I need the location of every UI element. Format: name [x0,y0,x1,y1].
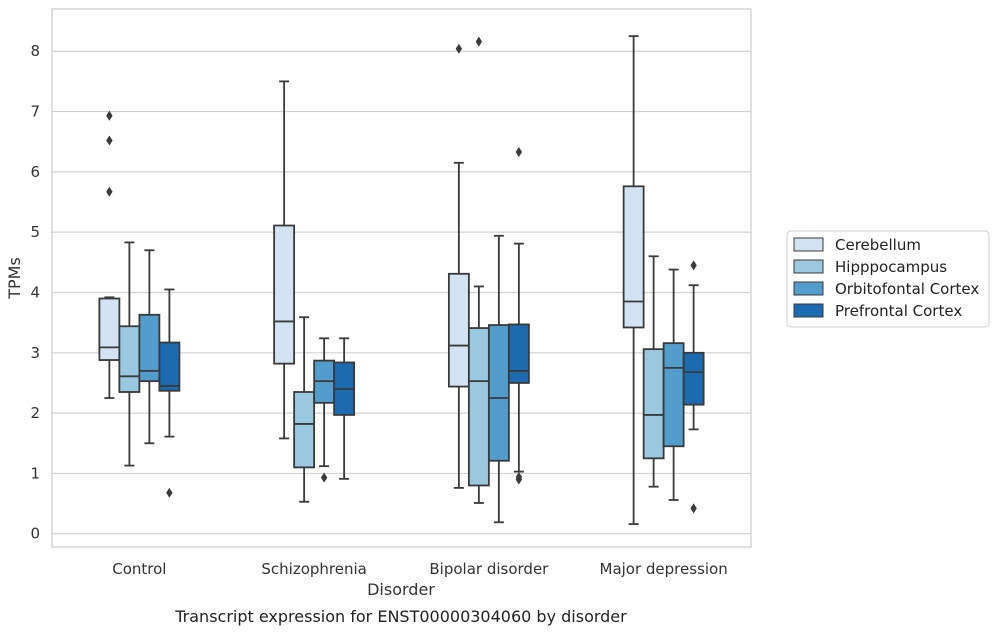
y-axis-title: TPMs [5,257,24,300]
outlier-point [690,503,697,514]
box-prefrontal-cortex-1 [333,337,356,480]
box-body [273,224,296,365]
box-cerebellum-0 [98,110,121,399]
x-tick-label: Major depression [600,560,728,578]
outlier-point [106,110,113,121]
y-tick-label: 2 [30,404,40,422]
box-orbitofontal-cortex-0 [138,249,161,445]
x-tick-labels: Control Schizophrenia Bipolar disorder Majo… [112,560,727,578]
box-body [118,325,141,393]
box-orbitofontal-cortex-2 [487,234,510,524]
outlier-point [455,43,463,54]
y-tick-label: 3 [30,344,40,362]
box-body [447,272,470,388]
outlier-point [690,260,697,271]
legend-swatch [793,237,824,252]
box-cerebellum-2 [447,43,470,489]
y-tick-label: 4 [30,283,40,301]
box-series [98,35,705,525]
legend-item: Cerebellum [793,236,921,254]
box-body [158,341,181,392]
legend-label: Prefrontal Cortex [835,302,962,320]
box-orbitofontal-cortex-3 [662,268,685,501]
box-body [467,327,490,487]
plot-area [51,8,752,548]
outlier-point [106,135,113,146]
legend-swatch [793,303,824,318]
y-tick-label: 0 [30,525,40,543]
box-cerebellum-3 [622,35,645,525]
box-hipppocampus-2 [467,36,490,504]
legend-frame [786,230,990,328]
legend-swatch [793,259,824,274]
box-body [487,324,510,462]
chart-caption: Transcript expression for ENST0000030406… [174,607,627,626]
x-tick-label: Bipolar disorder [429,560,549,578]
x-axis-title: Disorder [367,580,435,599]
outlier-point [515,472,523,483]
y-tick-label: 6 [30,163,40,181]
grid-lines [52,50,751,535]
outlier-point [106,186,113,197]
box-hipppocampus-1 [293,316,316,503]
box-cerebellum-1 [273,80,296,440]
box-orbitofontal-cortex-1 [313,337,336,483]
outlier-point [475,36,483,47]
box-hipppocampus-3 [642,255,665,488]
box-body [642,348,665,460]
outlier-point [515,146,523,157]
legend-label: Hipppocampus [835,258,947,276]
box-prefrontal-cortex-3 [682,260,705,514]
box-hipppocampus-0 [118,241,141,467]
y-tick-labels: 0 1 2 3 4 5 6 7 8 [30,42,40,543]
box-prefrontal-cortex-0 [158,288,181,498]
box-body [662,342,685,448]
box-body [622,185,645,329]
box-body [98,297,121,361]
outlier-point [320,472,328,483]
x-tick-label: Schizophrenia [261,560,366,578]
x-tick-label: Control [112,560,166,578]
outlier-point [166,487,173,498]
box-body [293,391,316,469]
legend-label: Orbitofontal Cortex [835,280,979,298]
box-body [682,351,705,406]
legend: Cerebellum Hipppocampus Orbitofontal Corte… [786,230,990,328]
box-body [507,323,530,384]
legend-swatch [793,281,824,296]
box-prefrontal-cortex-2 [507,146,530,485]
legend-item: Prefrontal Cortex [793,302,962,320]
legend-label: Cerebellum [835,236,921,254]
legend-item: Hipppocampus [793,258,947,276]
y-tick-label: 5 [30,223,40,241]
y-tick-label: 7 [30,103,40,121]
y-tick-label: 8 [30,42,40,60]
y-tick-label: 1 [30,464,40,482]
legend-item: Orbitofontal Cortex [793,280,979,298]
